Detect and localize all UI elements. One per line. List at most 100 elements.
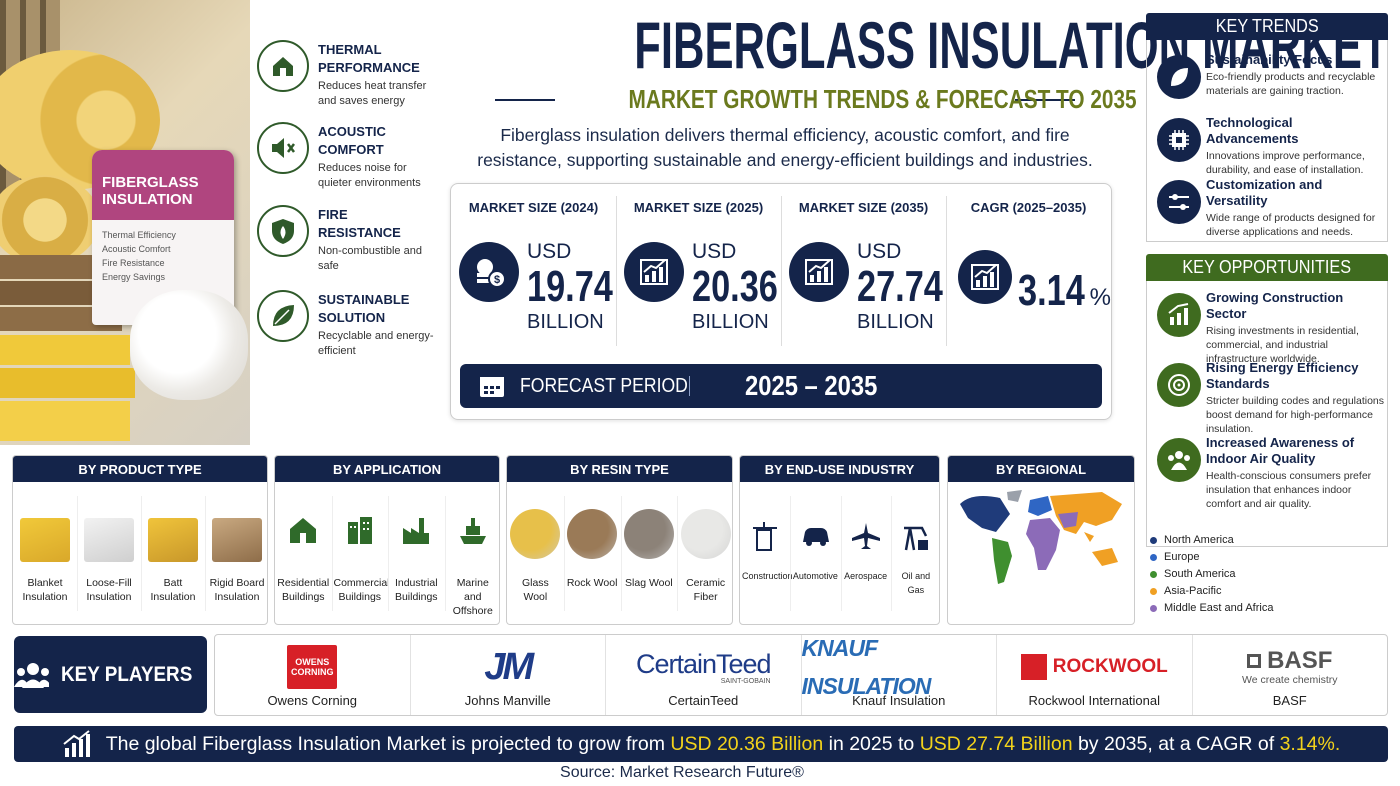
forecast-bar: FORECAST PERIOD 2025 – 2035 (460, 364, 1102, 408)
segment-item: Construction (742, 571, 793, 581)
feature: ACOUSTIC COMFORT Reduces noise for quiete… (318, 123, 438, 191)
player: BASF We create chemistry BASF (1191, 635, 1388, 715)
icon-shape (1168, 374, 1190, 396)
icon-shape (756, 529, 773, 551)
stat: MARKET SIZE (2024) $ USD 19.74 BILLION (451, 184, 616, 359)
item-icon (1157, 293, 1201, 337)
logo-mark (1020, 654, 1047, 680)
icon-shape (362, 522, 365, 524)
item-title: Increased Awareness of Indoor Air Qualit… (1206, 435, 1355, 466)
icon-shape (465, 526, 480, 535)
segment-item: Glass Wool (521, 577, 549, 603)
photo-batt (0, 368, 135, 398)
photo-batt (0, 401, 130, 441)
bag-item: Energy Savings (102, 272, 166, 282)
rule (495, 98, 555, 101)
icon-shape (917, 540, 928, 550)
icon-shape (1175, 451, 1183, 459)
legend-label: Europe (1164, 551, 1200, 563)
icon (347, 517, 372, 544)
icon (1169, 194, 1189, 210)
player: ROCKWOOL Rockwool International (996, 635, 1192, 715)
panel-header: KEY TRENDS (1146, 13, 1388, 40)
segment-item: Rigid Board Insulation (209, 577, 265, 603)
key-players-title: KEY PLAYERS (61, 662, 193, 686)
banner-highlight: 3.14%. (1279, 732, 1341, 755)
feature-description: Reduces noise for quieter environments (318, 162, 421, 189)
item-description: Innovations improve performance, durabil… (1206, 150, 1365, 176)
feature-title: ACOUSTIC COMFORT (318, 124, 386, 157)
legend-item: South America (1150, 568, 1236, 580)
icon-shape (470, 518, 475, 526)
bag-item: Fire Resistance (102, 258, 165, 268)
banner-part: by 2035, at a CAGR of (1072, 732, 1280, 755)
stat-icon: $ (459, 242, 519, 302)
icon-shape (78, 739, 83, 757)
icon-shape (274, 309, 290, 325)
icon-shape (817, 271, 821, 282)
segment-item: Aerospace (844, 571, 888, 581)
legend-swatch (1150, 570, 1157, 578)
player-logo: ROCKWOOL (1020, 645, 1168, 689)
banner-part: in 2025 to (823, 732, 920, 755)
segment-header: BY PRODUCT TYPE (13, 456, 267, 482)
key-players-label: KEY PLAYERS (14, 636, 207, 713)
player-name: Rockwool International (1028, 693, 1161, 708)
logo-row: ROCKWOOL (1020, 648, 1168, 686)
item: Customization and Versatility Wide range … (1206, 177, 1386, 239)
stat-label: MARKET SIZE (2035) (798, 200, 929, 215)
icon-shape (1170, 317, 1174, 325)
item-description: Stricter building codes and regulations … (1206, 395, 1385, 435)
segment-item: Loose-Fill Insulation (86, 577, 132, 603)
feature-title: THERMAL PERFORMANCE (318, 42, 420, 75)
panel-header: KEY OPPORTUNITIES (1146, 254, 1388, 281)
logo-text: ROCKWOOL (1052, 656, 1168, 677)
legend-item: North America (1150, 534, 1234, 546)
logo-subtext: SAINT-GOBAIN (720, 677, 771, 685)
stat-value: 19.74 (527, 262, 613, 311)
icon-shape (1177, 383, 1181, 387)
player-logo: OWENS CORNING (287, 645, 338, 689)
icon-shape (652, 271, 656, 282)
icon-shape (971, 264, 999, 290)
legend-swatch (1150, 536, 1157, 544)
player-logo: JM (484, 645, 534, 689)
segment-header: BY APPLICATION (275, 456, 499, 482)
stat-icon (624, 242, 684, 302)
item: Growing Construction Sector Rising invest… (1206, 290, 1386, 366)
icon-shape (1169, 130, 1189, 150)
icon-shape (22, 679, 44, 688)
icon-shape (1184, 455, 1190, 461)
logo-row: BASF (1247, 648, 1332, 674)
icon-shape (484, 386, 500, 394)
logo-mark (1247, 654, 1262, 668)
icon-shape (362, 528, 365, 530)
icon (753, 522, 778, 551)
calendar-icon (480, 377, 504, 397)
icon-shape (640, 259, 668, 285)
icon (290, 518, 317, 543)
icon-shape (903, 526, 927, 551)
rule (1015, 98, 1075, 101)
player-name: Owens Corning (267, 693, 358, 708)
player-logo: BASF We create chemistry (1242, 645, 1338, 689)
icon-shape (14, 679, 50, 687)
icon-shape (64, 748, 69, 757)
icon-shape (480, 377, 504, 383)
icon (1168, 451, 1190, 470)
player-name: CertainTeed (668, 693, 739, 708)
item-description: Rising investments in residential, comme… (1206, 325, 1359, 365)
product-bag: FIBERGLASS INSULATION Thermal Efficiency… (92, 150, 234, 325)
legend-label: South America (1164, 568, 1236, 580)
stat-value-wrap: 20.36 (692, 262, 802, 312)
logo-row: KNAUF INSULATION (802, 629, 997, 705)
icon-shape (1092, 548, 1118, 566)
stat-value-wrap: 27.74 (857, 262, 967, 312)
icon-shape (805, 259, 833, 285)
icon-shape (1028, 496, 1052, 516)
feature-description: Reduces heat transfer and saves energy (318, 80, 427, 107)
divider (946, 196, 947, 346)
icon-shape (488, 270, 506, 288)
panel-box (1146, 281, 1388, 547)
